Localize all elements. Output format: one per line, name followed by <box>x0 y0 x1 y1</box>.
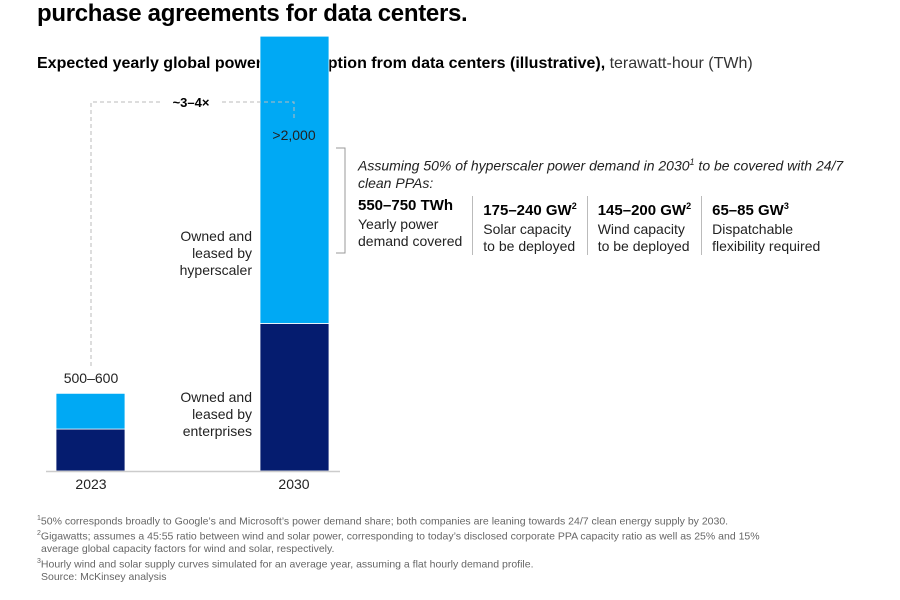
metric-label-line1: Solar capacity <box>483 221 572 237</box>
metric-label-line2: demand covered <box>358 233 463 249</box>
footnote-2-continued: average global capacity factors for wind… <box>37 543 877 556</box>
annotation-text-pre: Assuming 50% of hyperscaler power demand… <box>358 157 690 174</box>
metric-wind: 145–200 GW2 Wind capacity to be deployed <box>586 196 701 255</box>
footnote-text: Hourly wind and solar supply curves simu… <box>40 558 534 570</box>
metric-flexibility: 65–85 GW3 Dispatchable flexibility requi… <box>701 196 830 255</box>
series-label-enterprises: Owned and leased by enterprises <box>180 389 252 439</box>
metrics-row: 550–750 TWh Yearly power demand covered … <box>358 196 830 255</box>
x-tick-2030: 2030 <box>278 476 309 492</box>
bar-2030-enterprises <box>259 323 330 472</box>
metric-label-line1: Wind capacity <box>597 221 685 237</box>
bar-2023-enterprises <box>55 428 126 472</box>
source-note: Source: McKinsey analysis <box>37 571 877 584</box>
x-tick-2023: 2023 <box>75 476 106 492</box>
metric-label-line2: to be deployed <box>483 238 576 254</box>
series-label-enterprises-line2: leased by <box>192 406 252 422</box>
metric-label-line2: flexibility required <box>712 238 821 254</box>
footnotes: 150% corresponds broadly to Google’s and… <box>37 513 877 583</box>
footnote-text: Source: McKinsey analysis <box>41 570 167 583</box>
chart-unit: terawatt-hour (TWh) <box>605 55 753 72</box>
metric-value: 550–750 TWh <box>358 197 454 214</box>
growth-annotation: ~3–4× <box>173 95 210 110</box>
footnote-marker: 3 <box>37 557 41 565</box>
series-label-enterprises-line3: enterprises <box>183 423 252 439</box>
total-label-2030: >2,000 <box>272 127 315 143</box>
annotation-text: Assuming 50% of hyperscaler power demand… <box>358 154 858 192</box>
bar-2030-hyperscaler <box>259 35 330 324</box>
total-label-2023: 500–600 <box>64 370 119 386</box>
bar-2023-hyperscaler <box>55 392 126 430</box>
metric-value: 65–85 GW <box>712 202 784 219</box>
footnote-text: 50% corresponds broadly to Google’s and … <box>40 515 729 528</box>
annotation-bracket <box>336 147 346 254</box>
growth-dashed-bracket <box>90 101 295 366</box>
metric-demand: 550–750 TWh Yearly power demand covered <box>358 196 472 255</box>
footnote-1: 150% corresponds broadly to Google’s and… <box>37 513 877 528</box>
footnote-2: 2Gigawatts; assumes a 45:55 ratio betwee… <box>37 528 877 543</box>
series-label-hyperscaler: Owned and leased by hyperscaler <box>180 228 253 278</box>
annotation-footnote-ref: 1 <box>689 157 695 167</box>
metric-value: 175–240 GW <box>483 202 572 219</box>
series-label-hyperscaler-line2: leased by <box>192 245 252 261</box>
metric-label-line1: Dispatchable <box>712 221 794 237</box>
headline: purchase agreements for data centers. <box>37 0 468 27</box>
footnote-text: average global capacity factors for wind… <box>41 543 335 555</box>
metric-label-line2: to be deployed <box>597 238 690 254</box>
metric-value: 145–200 GW <box>597 202 687 219</box>
stacked-bar-chart: ~3–4× 500–600 >2,000 2023 2030 Owned and… <box>46 35 346 492</box>
annotation-text-post: to be covered with 24/7 clean PPAs: <box>358 157 844 191</box>
metric-footnote-ref: 3 <box>783 201 789 211</box>
metric-footnote-ref: 2 <box>571 201 577 211</box>
series-label-hyperscaler-line1: Owned and <box>180 228 252 244</box>
footnote-3: 3Hourly wind and solar supply curves sim… <box>37 556 877 571</box>
bars-group <box>55 35 330 472</box>
series-label-enterprises-line1: Owned and <box>180 389 252 405</box>
footnote-marker: 1 <box>37 515 41 522</box>
metric-label-line1: Yearly power <box>358 216 439 232</box>
metric-footnote-ref: 2 <box>686 201 692 211</box>
series-label-hyperscaler-line3: hyperscaler <box>180 262 253 278</box>
footnote-marker: 2 <box>37 530 41 537</box>
metric-solar: 175–240 GW2 Solar capacity to be deploye… <box>472 196 586 255</box>
footnote-text: Gigawatts; assumes a 45:55 ratio between… <box>40 530 760 543</box>
